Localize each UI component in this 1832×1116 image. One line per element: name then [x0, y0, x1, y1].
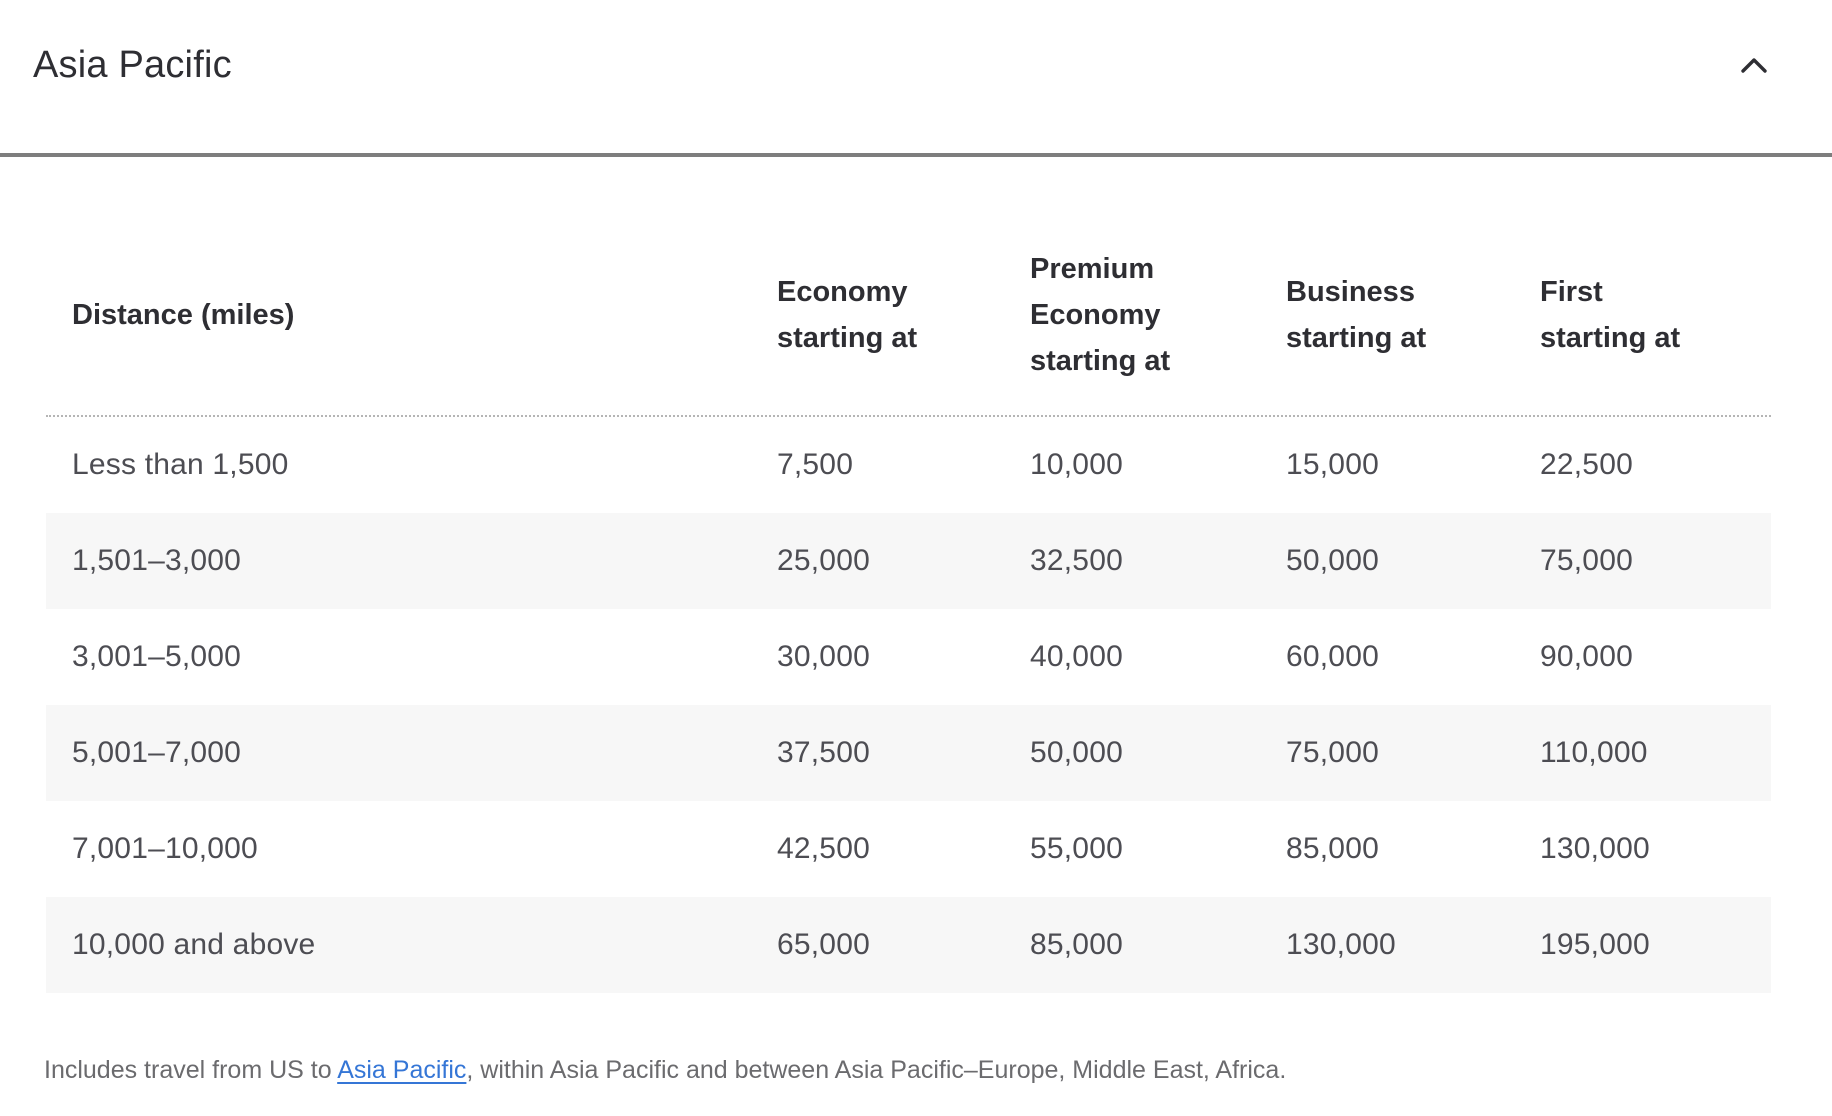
cell-distance: 5,001–7,000 — [72, 736, 242, 769]
asia-pacific-link[interactable]: Asia Pacific — [337, 1056, 467, 1084]
cell-economy: 30,000 — [777, 640, 870, 673]
cell-first: 130,000 — [1540, 832, 1650, 865]
cell-premium-economy: 85,000 — [1030, 928, 1123, 961]
footnote: Includes travel from US to Asia Pacific,… — [44, 1053, 1832, 1087]
cell-economy: 37,500 — [777, 736, 870, 769]
table-header-row: Distance (miles) Economy starting at Pre… — [46, 157, 1771, 415]
cell-business: 85,000 — [1286, 832, 1379, 865]
cell-premium-economy: 40,000 — [1030, 640, 1123, 673]
footnote-text-before: Includes travel from US to — [44, 1056, 338, 1084]
chevron-up-icon[interactable] — [1738, 56, 1770, 76]
cell-premium-economy: 32,500 — [1030, 544, 1123, 577]
cell-business: 50,000 — [1286, 544, 1379, 577]
column-header-first: First starting at — [1540, 276, 1681, 354]
section-title: Asia Pacific — [33, 44, 232, 86]
cell-economy: 7,500 — [777, 448, 854, 481]
table-row: 7,001–10,000 42,500 55,000 85,000 130,00… — [46, 801, 1771, 897]
cell-economy: 42,500 — [777, 832, 870, 865]
award-chart-table: Distance (miles) Economy starting at Pre… — [46, 157, 1771, 993]
cell-first: 22,500 — [1540, 448, 1633, 481]
section-separator — [0, 153, 1832, 157]
cell-first: 110,000 — [1540, 736, 1648, 769]
cell-distance: 1,501–3,000 — [72, 544, 242, 577]
column-header-distance: Distance (miles) — [72, 299, 295, 331]
chevron-up-glyph — [1741, 57, 1767, 73]
cell-business: 60,000 — [1286, 640, 1379, 673]
cell-distance: Less than 1,500 — [72, 448, 289, 481]
accordion-header-asia-pacific[interactable]: Asia Pacific — [0, 0, 1832, 153]
cell-first: 195,000 — [1540, 928, 1650, 961]
cell-business: 15,000 — [1286, 448, 1379, 481]
cell-distance: 3,001–5,000 — [72, 640, 242, 673]
cell-business: 75,000 — [1286, 736, 1379, 769]
table-row: Less than 1,500 7,500 10,000 15,000 22,5… — [46, 417, 1771, 513]
cell-economy: 25,000 — [777, 544, 870, 577]
table-row: 3,001–5,000 30,000 40,000 60,000 90,000 — [46, 609, 1771, 705]
table-row: 5,001–7,000 37,500 50,000 75,000 110,000 — [46, 705, 1771, 801]
cell-distance: 10,000 and above — [72, 928, 316, 961]
table-row: 1,501–3,000 25,000 32,500 50,000 75,000 — [46, 513, 1771, 609]
cell-premium-economy: 10,000 — [1030, 448, 1123, 481]
table-body: Less than 1,500 7,500 10,000 15,000 22,5… — [46, 415, 1771, 993]
award-chart-section: Asia Pacific Distance (miles) Economy st… — [0, 0, 1832, 1087]
footnote-text-after: , within Asia Pacific and between Asia P… — [466, 1056, 1287, 1084]
cell-distance: 7,001–10,000 — [72, 832, 258, 865]
cell-first: 90,000 — [1540, 640, 1633, 673]
cell-economy: 65,000 — [777, 928, 870, 961]
column-header-business: Business starting at — [1286, 276, 1427, 354]
cell-premium-economy: 50,000 — [1030, 736, 1123, 769]
table-row: 10,000 and above 65,000 85,000 130,000 1… — [46, 897, 1771, 993]
cell-premium-economy: 55,000 — [1030, 832, 1123, 865]
column-header-economy: Economy starting at — [777, 276, 918, 354]
cell-business: 130,000 — [1286, 928, 1396, 961]
column-header-premium-economy: Premium Economy starting at — [1030, 253, 1171, 377]
cell-first: 75,000 — [1540, 544, 1633, 577]
